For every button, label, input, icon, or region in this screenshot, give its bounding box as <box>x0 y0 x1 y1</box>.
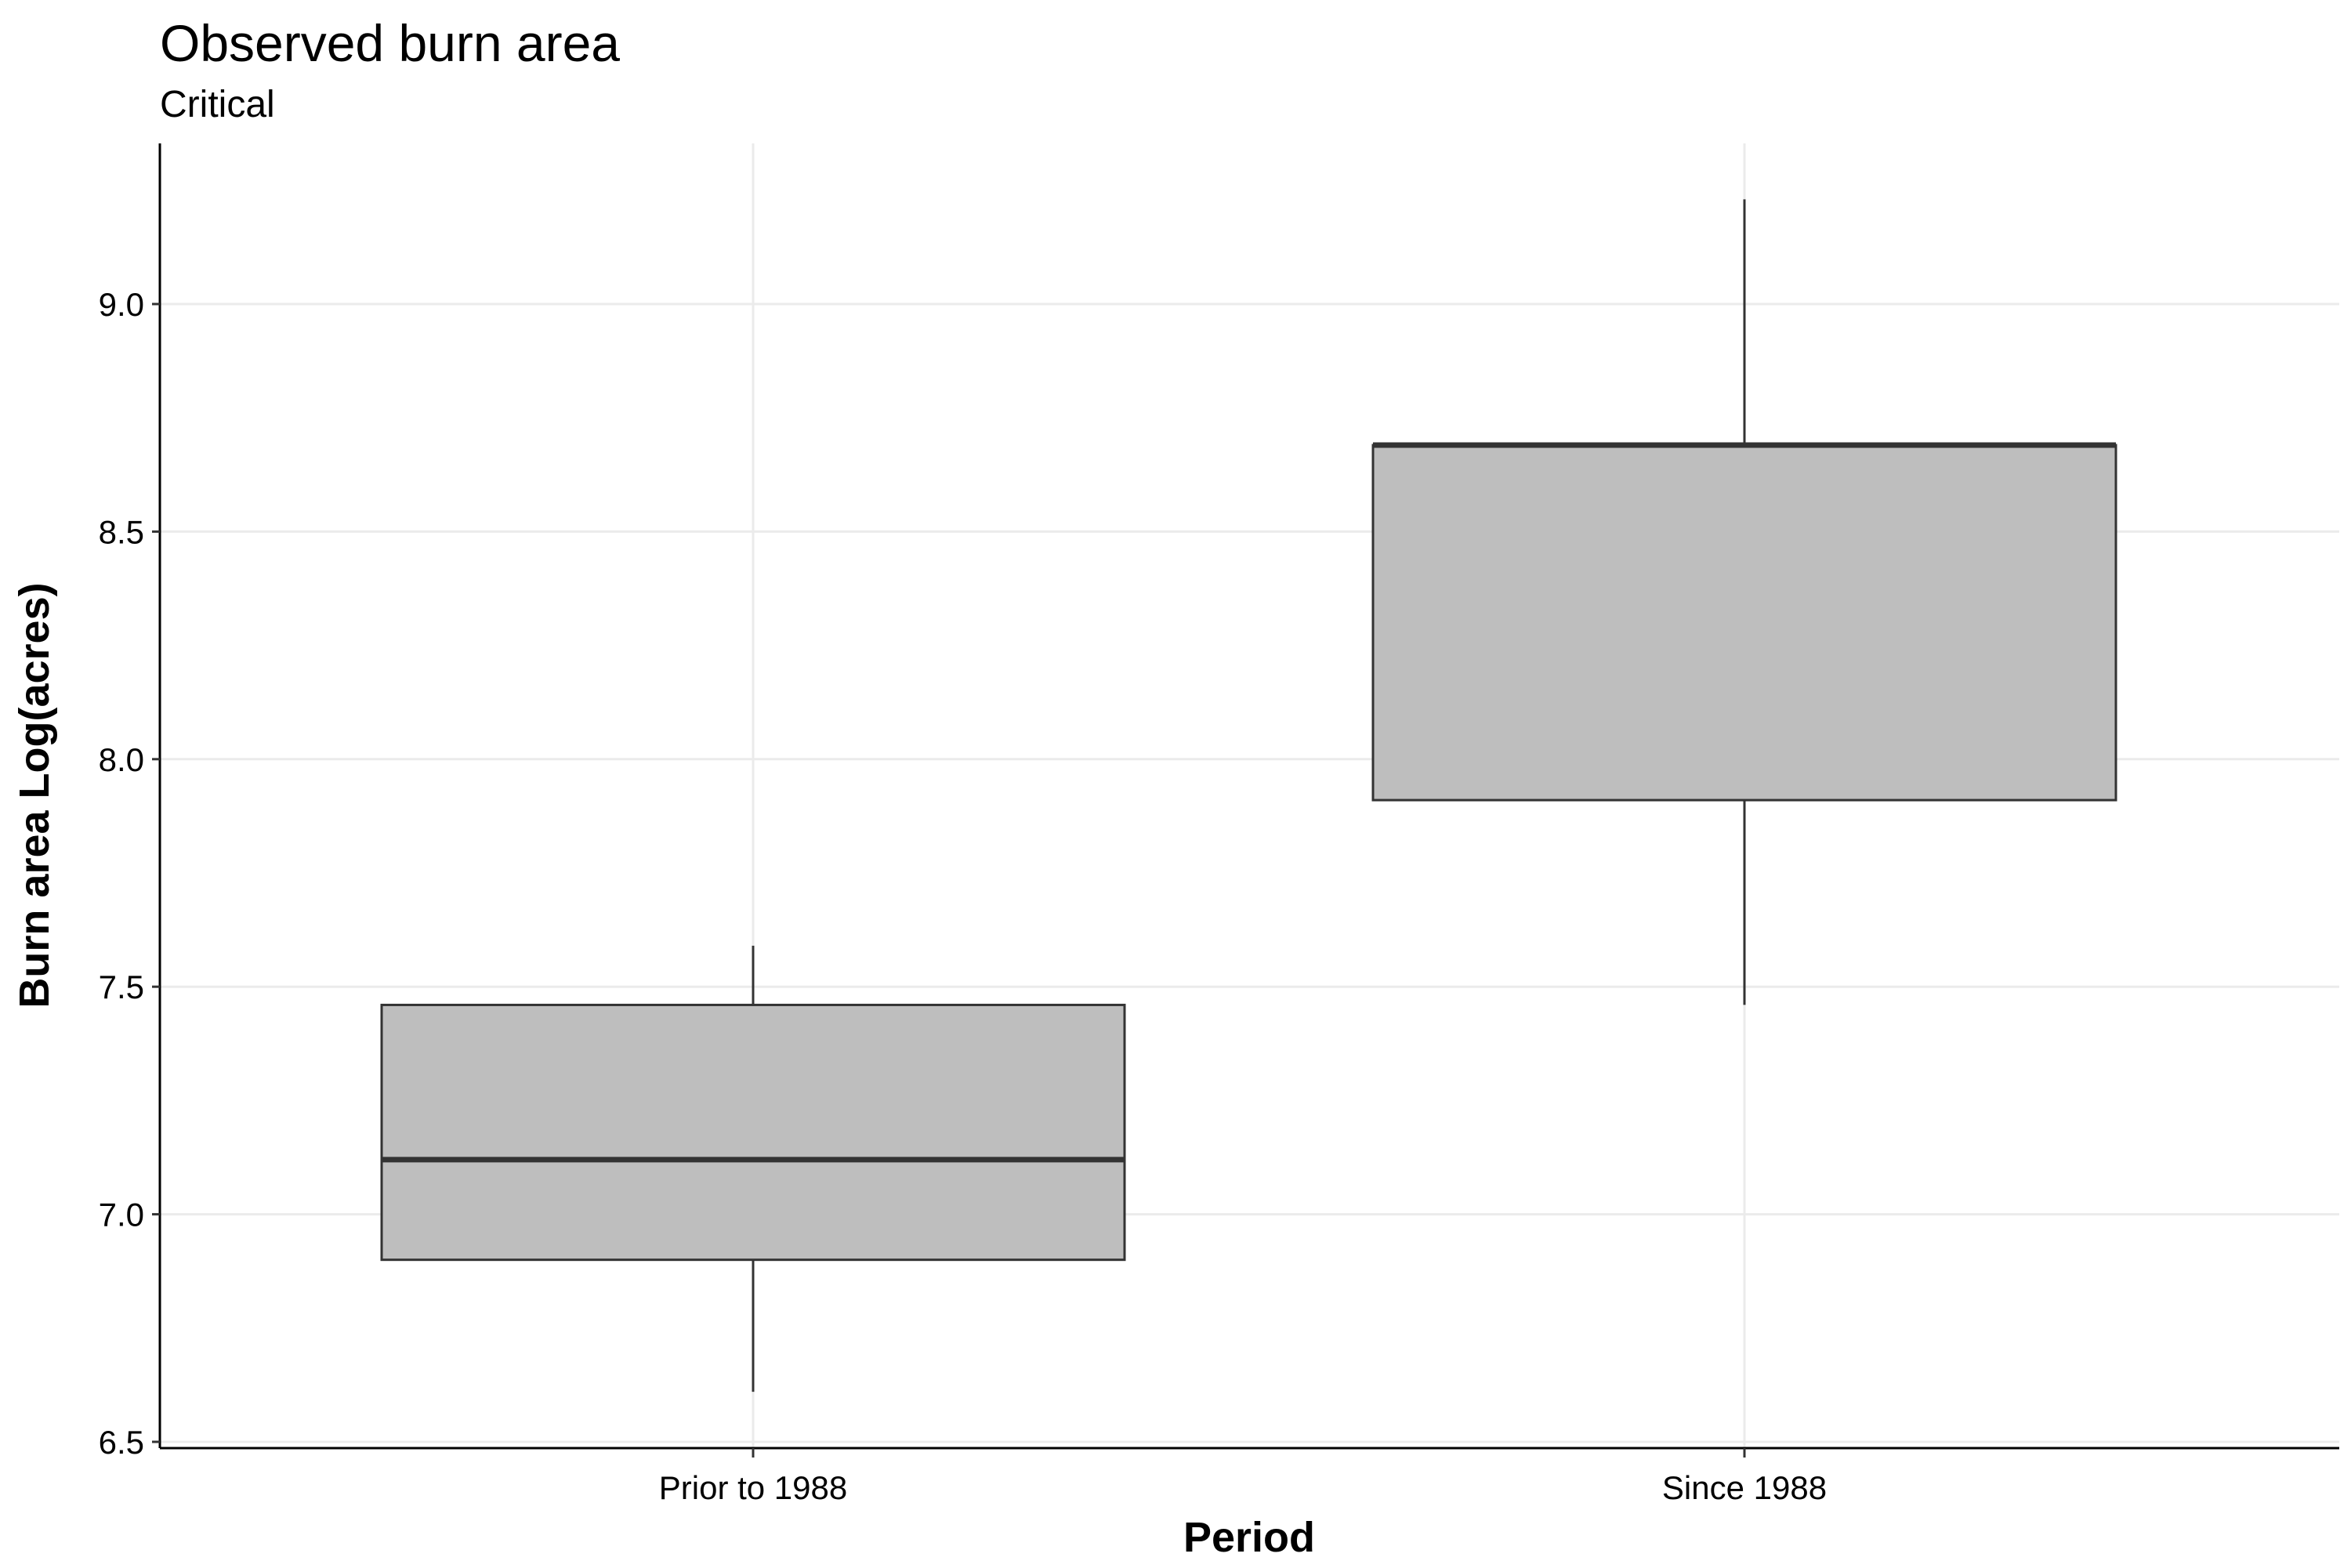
y-tick-label: 9.0 <box>99 286 144 323</box>
chart-title: Observed burn area <box>160 14 621 72</box>
box-body <box>1371 444 2117 802</box>
chart-subtitle: Critical <box>160 84 275 125</box>
axes <box>152 143 2339 1458</box>
y-tick-label: 7.0 <box>99 1197 144 1233</box>
box-body <box>380 1003 1126 1262</box>
box-2 <box>1371 199 2117 1005</box>
y-axis-title: Burn area Log(acres) <box>11 582 58 1008</box>
boxes <box>380 199 2117 1392</box>
tick-labels: 6.5 7.0 7.5 8.0 8.5 9.0 Prior to 1988 Since 198… <box>99 286 1827 1506</box>
x-tick-label: Prior to 1988 <box>659 1469 847 1506</box>
x-tick-label: Since 1988 <box>1662 1469 1827 1506</box>
y-tick-label: 8.0 <box>99 741 144 778</box>
y-tick-label: 8.5 <box>99 513 144 550</box>
y-tick-label: 6.5 <box>99 1424 144 1461</box>
y-tick-label: 7.5 <box>99 969 144 1005</box>
box-1 <box>380 945 1126 1392</box>
x-axis-title: Period <box>1183 1514 1315 1561</box>
